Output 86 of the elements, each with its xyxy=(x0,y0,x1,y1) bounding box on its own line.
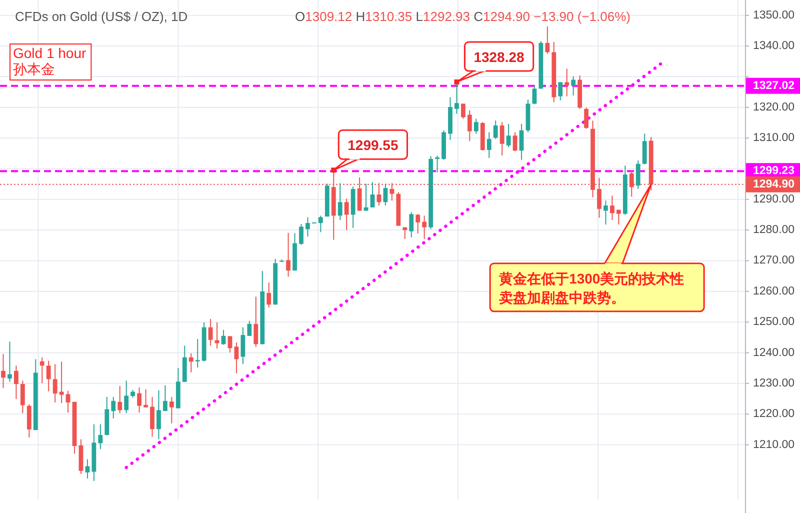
candlestick xyxy=(344,198,349,231)
candlestick xyxy=(564,68,570,97)
candlestick xyxy=(370,182,375,208)
candlestick xyxy=(383,183,388,206)
y-tick-label: 1320.00 xyxy=(753,101,795,114)
candlestick xyxy=(512,132,518,152)
candlestick xyxy=(266,282,272,308)
candlestick xyxy=(474,118,478,134)
annotation: 1299.55 xyxy=(348,137,398,154)
candlestick xyxy=(52,364,58,403)
candlestick xyxy=(558,82,563,101)
candlestick xyxy=(98,424,103,450)
candlestick xyxy=(545,26,550,54)
candlestick xyxy=(286,232,290,278)
candlestick xyxy=(240,326,246,365)
candlestick xyxy=(306,216,310,238)
candlestick xyxy=(610,195,614,220)
candlestick xyxy=(642,133,647,165)
annotation: 孙本金 xyxy=(13,61,55,77)
candlestick xyxy=(188,352,194,373)
candlestick xyxy=(228,336,232,353)
candlestick xyxy=(299,223,304,246)
candlestick xyxy=(234,342,239,374)
candlestick xyxy=(409,212,414,238)
candlestick xyxy=(571,76,576,96)
annotation: 黄金在低于1300美元的技术性卖盘加剧盘中跌势。 xyxy=(498,270,684,306)
candlestick xyxy=(59,361,64,404)
annotation: 1328.28 xyxy=(474,48,525,65)
y-tick-label: 1240.00 xyxy=(753,346,795,359)
candlestick xyxy=(8,341,12,382)
candlestick xyxy=(14,365,18,400)
candlestick xyxy=(247,320,252,336)
candlestick xyxy=(156,390,161,440)
text: O1309.12 H1310.35 L1292.93 C1294.90 −13.90 (−1.06%) xyxy=(295,9,631,24)
y-tick-label: 1270.00 xyxy=(753,254,795,267)
y-tick-label: 1210.00 xyxy=(753,438,795,451)
candlestick xyxy=(467,110,472,142)
candlestick xyxy=(195,338,200,368)
candlestick xyxy=(519,123,524,160)
candlestick xyxy=(150,396,154,438)
candlestick xyxy=(532,84,537,105)
candlestick xyxy=(26,404,32,438)
candlestick xyxy=(616,209,621,226)
candlestick xyxy=(460,103,466,120)
candlestick xyxy=(338,182,342,220)
y-tick-label: 1310.00 xyxy=(753,132,795,144)
y-tick-label: 1350.00 xyxy=(753,9,795,22)
candlestick xyxy=(416,214,420,234)
candlestick xyxy=(214,322,220,349)
y-tick-label: 1260.00 xyxy=(753,285,795,298)
candlestick xyxy=(137,386,142,414)
y-tick-label: 1290.00 xyxy=(753,193,795,206)
candlestick xyxy=(422,215,427,240)
candlestick xyxy=(435,155,440,173)
candlestick xyxy=(208,318,213,346)
candlestick xyxy=(493,120,498,140)
note: Gold 1 hour 孙本金 xyxy=(10,44,92,80)
annotation: Gold 1 hour xyxy=(13,45,86,61)
candlestick xyxy=(46,360,51,392)
candlestick xyxy=(254,296,258,348)
y-tick-label: 1340.00 xyxy=(753,40,795,52)
y-tick-label: 1220.00 xyxy=(753,408,795,420)
candlestick xyxy=(111,396,116,419)
candlestick xyxy=(40,356,44,384)
candlestick xyxy=(169,396,174,424)
candlestick xyxy=(636,160,640,190)
candlestick xyxy=(604,200,608,226)
candlestick xyxy=(118,385,122,414)
candlestick xyxy=(1,353,6,389)
candlestick xyxy=(486,132,492,158)
text: CFDs on Gold (US$ / OZ), 1D xyxy=(15,9,188,24)
candlestick xyxy=(318,215,323,233)
ref-line-label: 1327.02 xyxy=(753,80,795,92)
y-tick-label: 1280.00 xyxy=(753,224,795,236)
ref-line-label: 1294.90 xyxy=(753,178,795,190)
y-tick-label: 1250.00 xyxy=(753,316,795,328)
ref-line-label: 1299.23 xyxy=(753,165,795,178)
candlestick xyxy=(124,380,129,414)
candlestick xyxy=(584,107,588,130)
candlestick xyxy=(66,390,70,414)
candlestick xyxy=(506,123,511,148)
y-tick-label: 1230.00 xyxy=(753,377,795,390)
candlestick xyxy=(20,380,25,414)
candlestick xyxy=(144,388,148,408)
candlestick xyxy=(162,384,168,412)
candlestick xyxy=(500,122,504,156)
